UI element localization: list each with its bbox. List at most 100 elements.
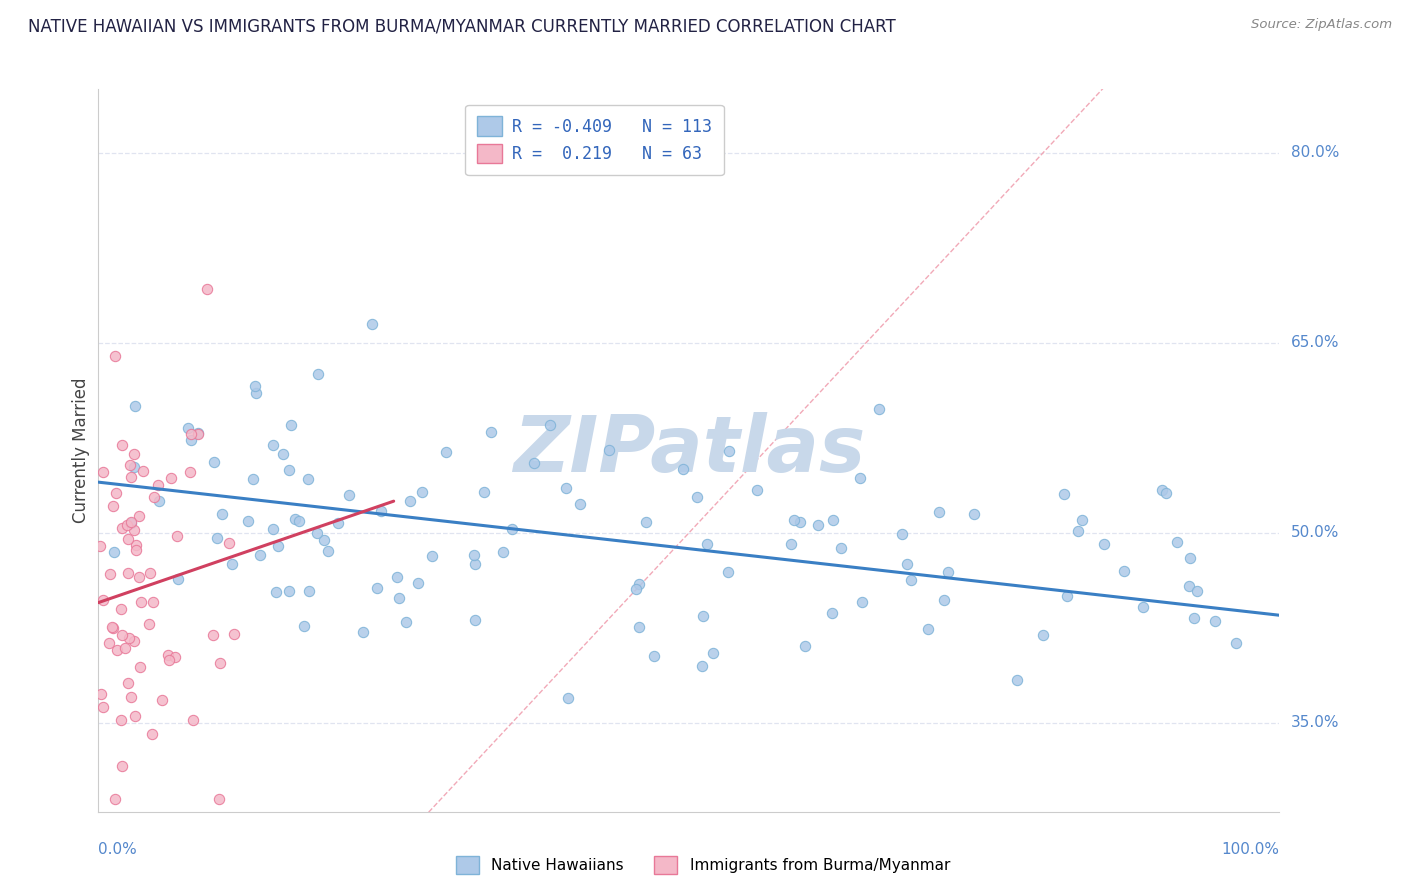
Point (848, 471, 870, 485)
Point (807, 517, 830, 532)
Point (900, 573, 922, 587)
Point (326, 516, 349, 530)
Point (434, 445, 457, 459)
Point (307, 526, 329, 541)
Point (928, 505, 950, 519)
Point (288, 514, 311, 528)
Point (165, 650, 187, 665)
Point (267, 540, 290, 554)
Point (868, 401, 890, 416)
Point (896, 557, 918, 571)
Point (187, 427, 209, 442)
Point (179, 465, 201, 479)
Point (472, 484, 495, 499)
Point (297, 583, 319, 598)
Point (783, 513, 806, 527)
Point (110, 713, 132, 727)
Text: NATIVE HAWAIIAN VS IMMIGRANTS FROM BURMA/MYANMAR CURRENTLY MARRIED CORRELATION C: NATIVE HAWAIIAN VS IMMIGRANTS FROM BURMA… (28, 18, 896, 36)
Point (634, 515, 657, 529)
Point (117, 676, 139, 690)
Point (111, 437, 134, 451)
Point (1132, 599, 1154, 614)
Point (195, 282, 218, 296)
Point (211, 508, 233, 522)
Legend: R = -0.409   N = 113, R =  0.219   N = 63: R = -0.409 N = 113, R = 0.219 N = 63 (465, 104, 724, 175)
Point (936, 565, 959, 579)
Point (157, 653, 180, 667)
Point (1152, 483, 1174, 497)
Point (624, 582, 647, 597)
Text: 80.0%: 80.0% (1291, 145, 1339, 160)
Point (352, 625, 374, 640)
Point (292, 619, 315, 633)
Point (555, 481, 578, 495)
Point (1092, 537, 1115, 551)
Point (366, 581, 388, 595)
Point (420, 549, 443, 563)
Point (779, 536, 801, 550)
Point (411, 485, 433, 500)
Point (124, 633, 146, 648)
Point (201, 628, 224, 642)
Text: Source: ZipAtlas.com: Source: ZipAtlas.com (1251, 18, 1392, 31)
Point (236, 515, 259, 529)
Point (1067, 524, 1090, 538)
Point (1005, 673, 1028, 688)
Point (120, 515, 142, 529)
Point (266, 585, 288, 599)
Point (166, 572, 188, 586)
Point (180, 433, 202, 447)
Point (271, 447, 294, 461)
Point (222, 627, 245, 641)
Point (690, 659, 713, 673)
Point (280, 417, 302, 432)
Point (110, 601, 132, 615)
Point (387, 570, 409, 584)
Point (111, 759, 134, 773)
Point (1182, 611, 1205, 625)
Point (262, 522, 284, 536)
Point (120, 690, 142, 704)
Point (337, 488, 360, 502)
Point (1112, 564, 1135, 578)
Point (1154, 486, 1177, 500)
Point (208, 792, 231, 806)
Point (118, 632, 141, 646)
Point (114, 641, 136, 656)
Point (686, 490, 709, 504)
Text: ZIPatlas: ZIPatlas (513, 412, 865, 489)
Point (1204, 614, 1226, 628)
Point (361, 317, 384, 331)
Point (1032, 628, 1054, 642)
Point (249, 548, 271, 562)
Point (821, 606, 844, 620)
Point (89, 540, 111, 554)
Point (917, 623, 939, 637)
Point (115, 518, 138, 533)
Point (717, 566, 740, 580)
Point (523, 456, 546, 470)
Point (464, 557, 486, 571)
Point (132, 465, 155, 479)
Point (830, 541, 852, 555)
Text: 0.0%: 0.0% (98, 842, 138, 857)
Point (91, 700, 114, 714)
Point (1178, 551, 1201, 566)
Text: 65.0%: 65.0% (1291, 335, 1339, 351)
Point (122, 523, 145, 537)
Point (104, 485, 127, 500)
Point (1056, 589, 1078, 603)
Point (160, 471, 183, 485)
Point (1177, 579, 1199, 593)
Point (823, 513, 845, 527)
Point (789, 516, 811, 530)
Point (146, 478, 169, 492)
Point (180, 427, 202, 442)
Point (891, 526, 914, 541)
Point (406, 576, 429, 591)
Point (129, 595, 152, 609)
Point (120, 458, 142, 473)
Point (464, 613, 486, 627)
Point (128, 569, 150, 583)
Point (717, 443, 740, 458)
